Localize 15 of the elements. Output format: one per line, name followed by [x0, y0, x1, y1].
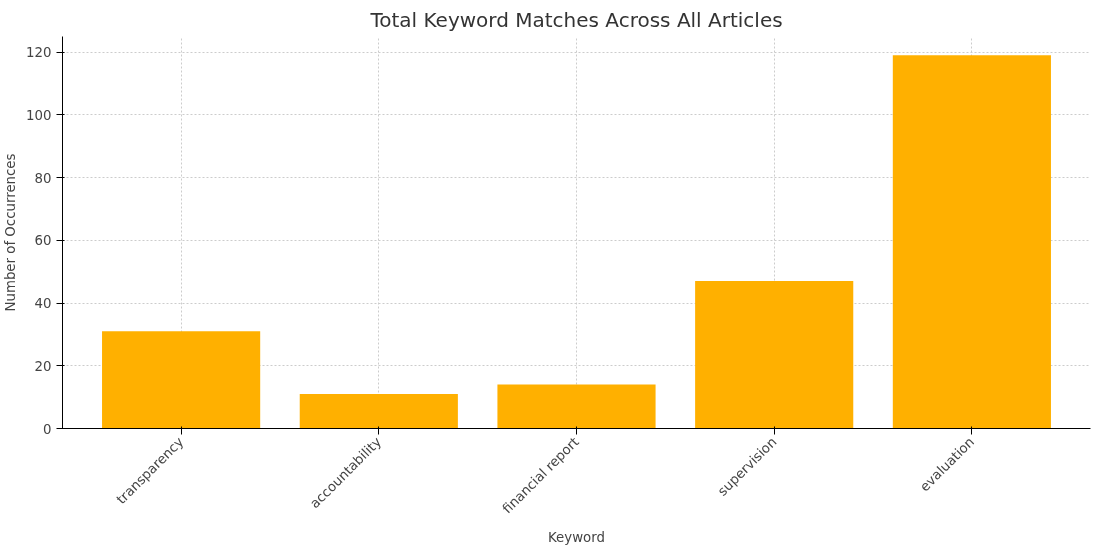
bar	[695, 281, 854, 429]
y-tick-label: 60	[34, 233, 52, 249]
x-axis-title: Keyword	[548, 529, 605, 545]
y-tick-label: 100	[26, 107, 52, 123]
y-axis-title: Number of Occurrences	[3, 153, 19, 312]
y-tick-label: 20	[34, 358, 52, 374]
bar	[892, 55, 1051, 429]
chart-title: Total Keyword Matches Across All Articles	[369, 7, 783, 32]
bar	[102, 331, 261, 429]
y-tick-label: 40	[34, 296, 52, 312]
y-tick-label: 120	[26, 45, 52, 61]
y-tick-label: 80	[34, 170, 52, 186]
bar	[497, 384, 656, 429]
bar	[299, 394, 458, 429]
y-tick-label: 0	[43, 421, 52, 437]
